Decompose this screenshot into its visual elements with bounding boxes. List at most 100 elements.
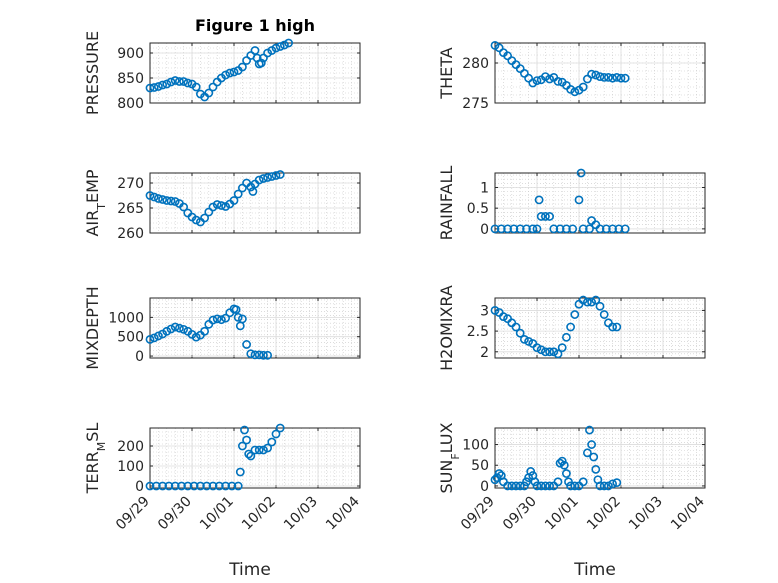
data-point bbox=[225, 68, 235, 78]
data-point bbox=[532, 224, 542, 234]
subplot-1: 800 850 900 PRESSURE Figure 1 high bbox=[83, 16, 361, 115]
subplot-6: 2 2.5 3 H2OMIXRA bbox=[437, 285, 706, 371]
y-tick-label: 100 bbox=[462, 438, 489, 454]
data-point bbox=[564, 477, 573, 487]
data-point bbox=[242, 435, 251, 445]
data-point bbox=[153, 82, 163, 91]
data-point bbox=[498, 312, 508, 322]
data-point bbox=[208, 315, 218, 325]
data-point bbox=[555, 458, 565, 468]
data-point bbox=[601, 224, 611, 234]
data-point bbox=[149, 333, 159, 343]
data-point bbox=[545, 212, 554, 221]
data-point bbox=[526, 467, 536, 476]
data-point bbox=[534, 195, 544, 205]
data-point bbox=[271, 43, 281, 53]
data-point bbox=[204, 207, 214, 217]
data-point bbox=[177, 481, 186, 491]
data-point bbox=[191, 82, 201, 92]
data-point bbox=[170, 322, 180, 332]
data-point bbox=[608, 73, 617, 83]
data-point bbox=[578, 477, 588, 487]
y-axis-label: SUNFLUX bbox=[437, 422, 462, 493]
data-point bbox=[541, 347, 550, 357]
data-point bbox=[151, 481, 161, 491]
data-point bbox=[585, 224, 594, 234]
data-point bbox=[250, 46, 260, 55]
data-point bbox=[284, 38, 293, 48]
data-point bbox=[511, 481, 521, 491]
y-axis-label: H2OMIXRA bbox=[437, 285, 456, 371]
data-point bbox=[612, 478, 622, 488]
data-point bbox=[595, 301, 605, 311]
plot-area bbox=[494, 297, 706, 359]
chart-title: Figure 1 high bbox=[195, 16, 315, 35]
x-tick-label: 10/04 bbox=[323, 493, 363, 533]
data-point bbox=[587, 297, 596, 307]
data-point bbox=[583, 448, 592, 458]
data-point bbox=[258, 445, 268, 455]
data-point bbox=[158, 481, 167, 491]
data-point bbox=[541, 481, 550, 491]
data-point bbox=[208, 481, 218, 491]
data-point bbox=[229, 67, 239, 77]
data-point bbox=[233, 481, 243, 491]
data-point bbox=[240, 425, 249, 435]
data-point bbox=[549, 224, 559, 234]
data-point bbox=[174, 77, 184, 86]
data-point bbox=[587, 69, 596, 79]
data-point bbox=[509, 224, 519, 234]
data-point bbox=[490, 224, 500, 234]
data-point bbox=[553, 349, 563, 359]
data-point bbox=[183, 481, 193, 491]
data-point bbox=[545, 74, 554, 84]
data-point bbox=[620, 73, 630, 83]
data-point bbox=[595, 481, 605, 491]
data-point bbox=[189, 481, 199, 491]
data-point bbox=[578, 295, 588, 305]
data-point bbox=[530, 477, 540, 487]
data-point bbox=[566, 322, 575, 332]
data-point bbox=[599, 73, 609, 82]
data-point bbox=[557, 343, 567, 353]
plot-area bbox=[149, 297, 361, 359]
data-point bbox=[158, 195, 167, 204]
data-point bbox=[212, 314, 222, 324]
data-point bbox=[559, 460, 569, 470]
x-axis-label: Time bbox=[573, 560, 616, 580]
data-point bbox=[522, 224, 531, 234]
data-point bbox=[179, 324, 188, 334]
data-point bbox=[145, 481, 155, 491]
data-point bbox=[507, 481, 517, 491]
data-point bbox=[532, 76, 542, 85]
data-point bbox=[233, 189, 243, 199]
data-point bbox=[589, 452, 599, 462]
data-point bbox=[532, 481, 542, 491]
data-point bbox=[162, 196, 172, 205]
data-point bbox=[246, 349, 256, 359]
x-tick-label: 10/04 bbox=[668, 493, 708, 533]
y-tick-label: 0.5 bbox=[467, 201, 489, 217]
y-tick-label: 280 bbox=[462, 56, 489, 72]
data-point bbox=[271, 429, 281, 439]
plot-area bbox=[149, 427, 361, 489]
data-point bbox=[221, 481, 230, 491]
data-point bbox=[229, 196, 239, 205]
data-point bbox=[179, 202, 188, 212]
data-point bbox=[208, 82, 218, 92]
data-point bbox=[166, 196, 176, 206]
data-point bbox=[570, 481, 580, 491]
data-point bbox=[562, 469, 571, 478]
data-point bbox=[267, 172, 277, 181]
data-point bbox=[515, 224, 525, 234]
x-tick-label: 10/02 bbox=[584, 494, 624, 534]
data-point bbox=[216, 315, 226, 325]
data-point bbox=[244, 449, 254, 459]
plot-area bbox=[494, 427, 706, 489]
data-point bbox=[545, 481, 554, 491]
data-point bbox=[490, 475, 500, 485]
data-point bbox=[254, 445, 264, 455]
data-point bbox=[256, 58, 266, 68]
data-point bbox=[227, 481, 237, 491]
